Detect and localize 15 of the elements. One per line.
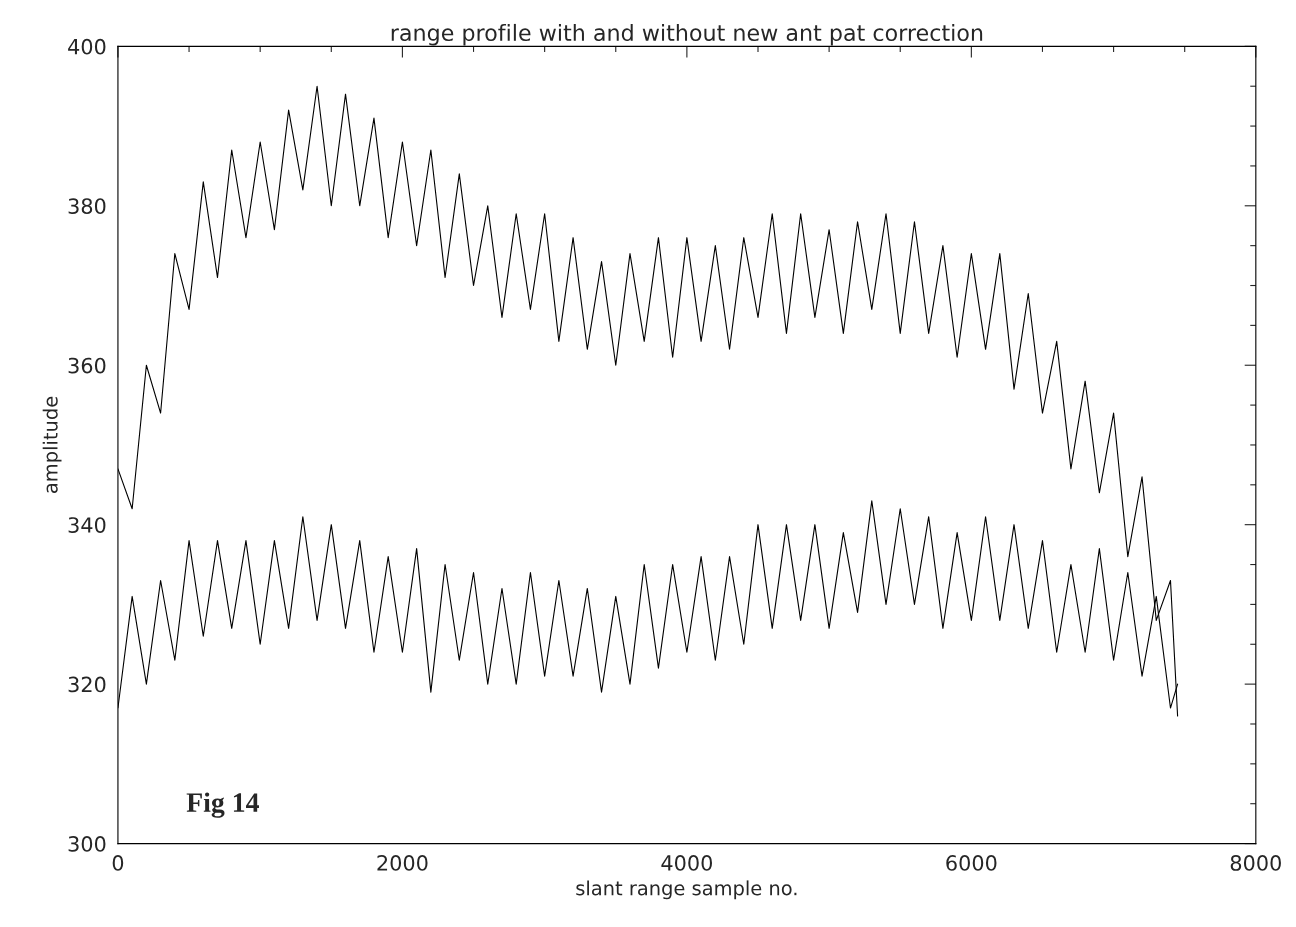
x-tick-label: 2000 — [377, 855, 428, 871]
x-tick-label: 8000 — [1230, 855, 1281, 871]
y-tick-label: 320 — [68, 676, 106, 693]
x-axis-title: slant range sample no. — [576, 880, 797, 900]
y-axis-title: amplitude — [42, 396, 62, 493]
y-tick-label: 400 — [68, 38, 106, 55]
chart-title: range profile with and without new ant pat correction — [391, 23, 983, 46]
y-tick-label: 340 — [68, 517, 106, 533]
y-tick-label: 380 — [68, 198, 106, 215]
x-tick-label: 4000 — [661, 855, 713, 871]
annotation: Fig 14 — [186, 792, 259, 818]
y-tick-label: 300 — [68, 836, 106, 852]
x-tick-label: 0 — [112, 855, 124, 871]
x-tick-label: 6000 — [946, 855, 997, 871]
y-tick-label: 360 — [68, 357, 106, 374]
